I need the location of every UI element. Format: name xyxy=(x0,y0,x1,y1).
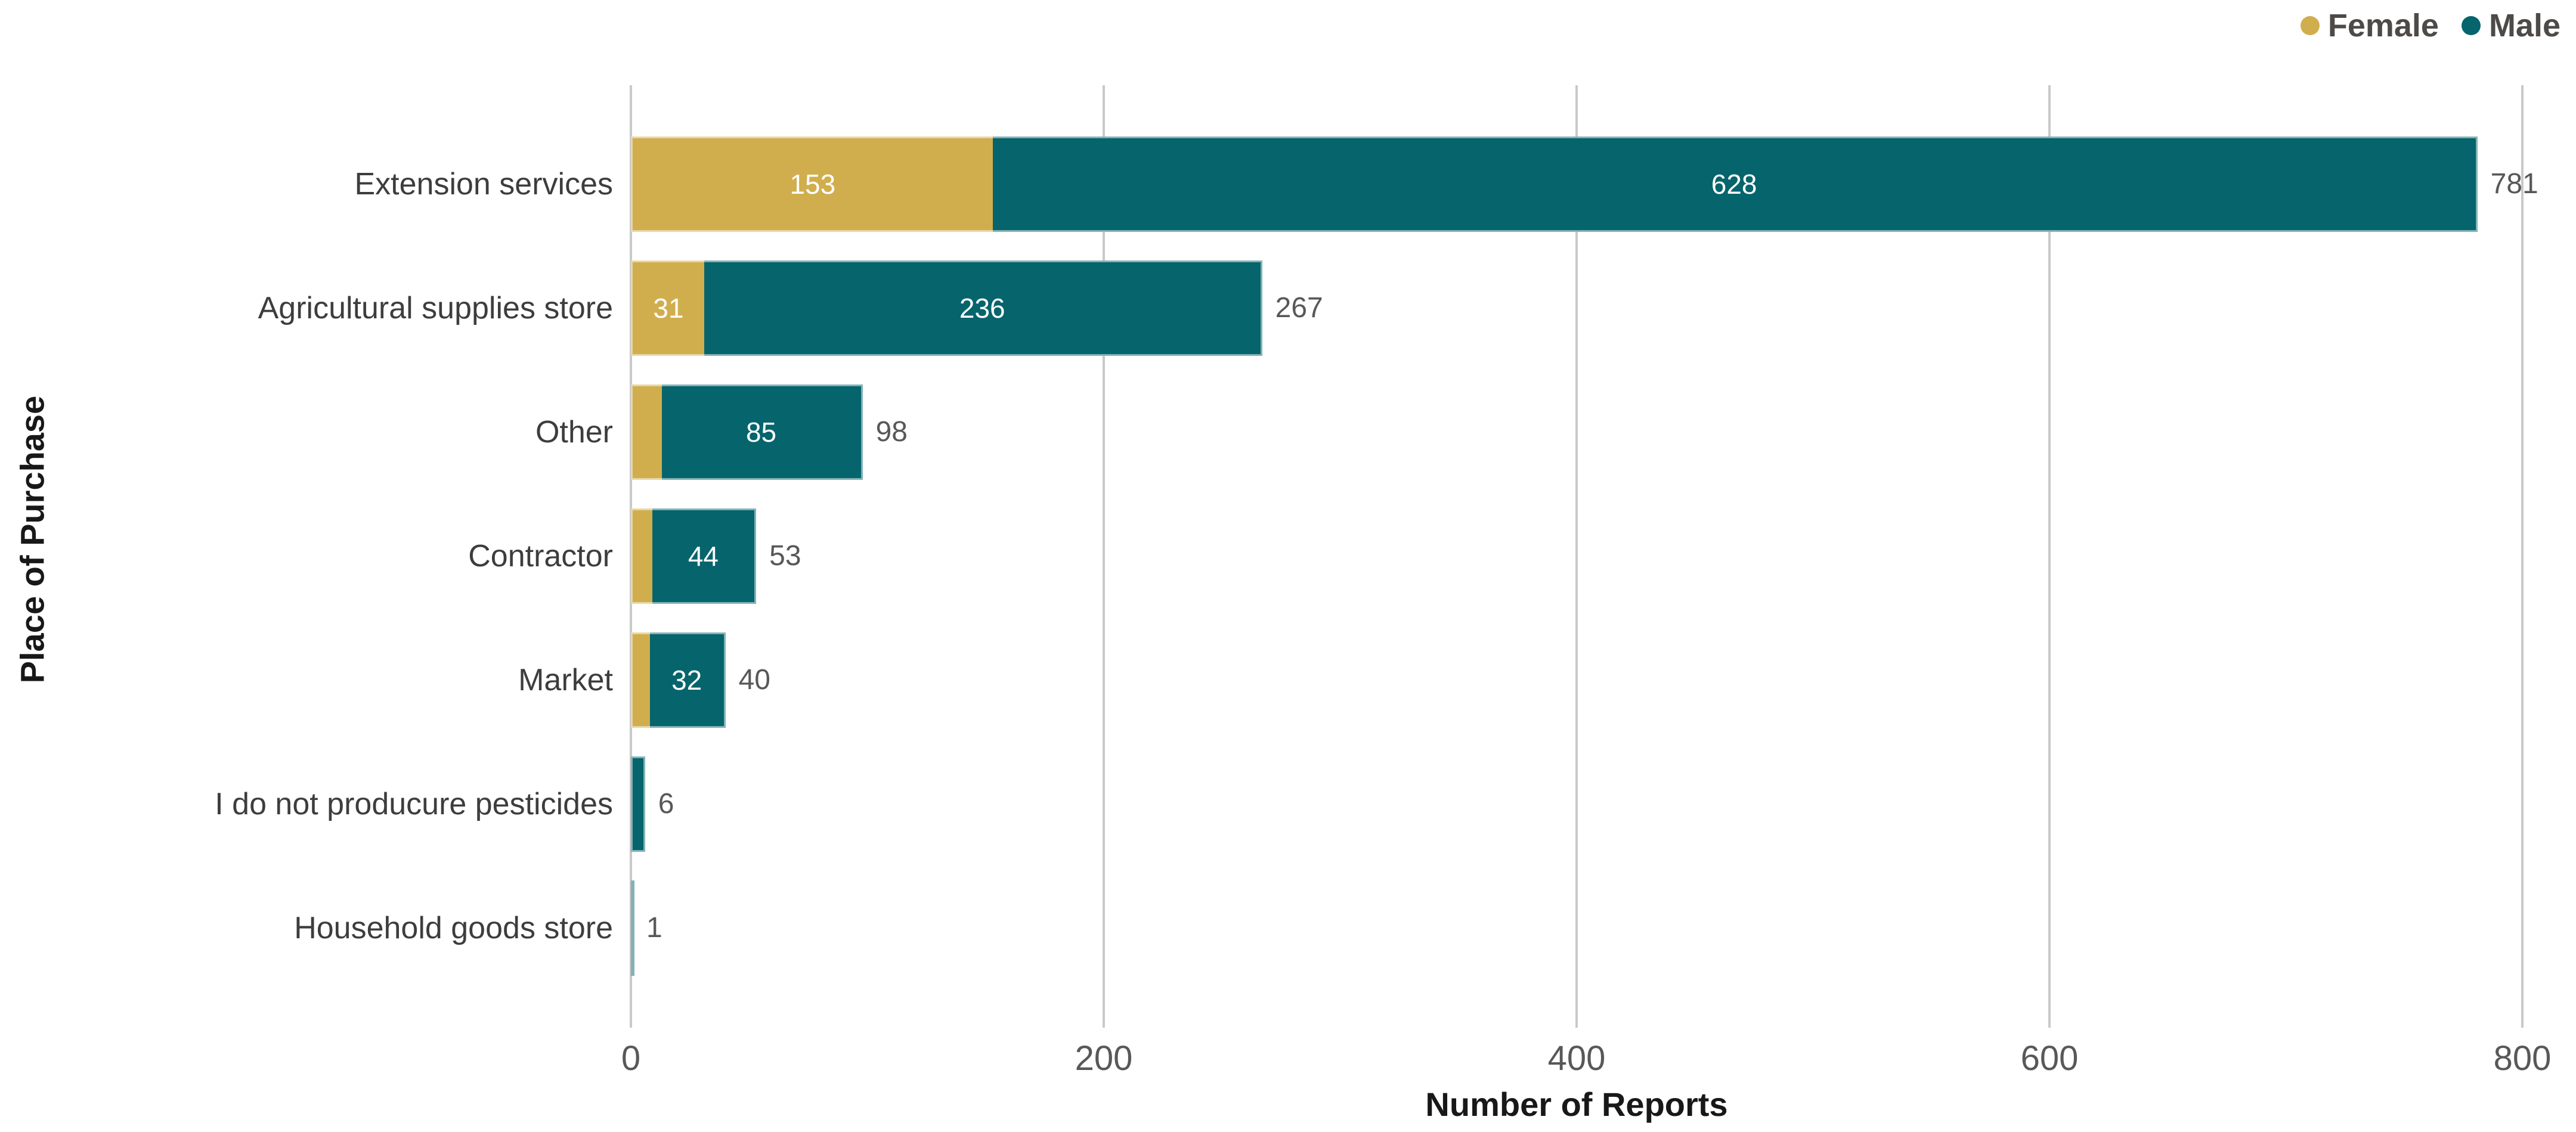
bar-row: 153 628 xyxy=(631,137,2478,232)
bar-segment-male xyxy=(631,880,634,976)
legend-item-male[interactable]: Male xyxy=(2461,8,2560,44)
bar-row: 32 xyxy=(631,632,726,728)
bar-total-label: 1 xyxy=(646,912,662,944)
legend-dot-female-icon xyxy=(2300,16,2320,35)
gridline xyxy=(1103,85,1105,1028)
bar-segment-female xyxy=(631,632,650,728)
bar-segment-male: 44 xyxy=(652,508,757,604)
axis-title-x: Number of Reports xyxy=(1425,1086,1728,1123)
bar-value-label: 85 xyxy=(745,417,777,448)
category-label: Contractor xyxy=(468,539,613,573)
bar-row xyxy=(631,756,645,852)
category-label: I do not producure pesticides xyxy=(215,787,613,821)
legend-label-female: Female xyxy=(2327,8,2439,44)
legend-item-female[interactable]: Female xyxy=(2300,8,2439,44)
legend-label-male: Male xyxy=(2488,8,2560,44)
bar-row: 31 236 xyxy=(631,260,1262,356)
bar-total-label: 40 xyxy=(738,664,770,696)
tick-label: 400 xyxy=(1547,1039,1606,1078)
bar-value-label: 31 xyxy=(653,293,684,324)
tick-label: 600 xyxy=(2020,1039,2079,1078)
bar-value-label: 44 xyxy=(688,541,719,572)
bar-row: 85 xyxy=(631,384,863,480)
bar-total-label: 267 xyxy=(1275,292,1323,324)
bar-total-label: 53 xyxy=(769,540,801,572)
category-label: Household goods store xyxy=(294,911,613,945)
bar-segment-female xyxy=(631,508,652,604)
bar-segment-female xyxy=(631,384,662,480)
bar-segment-female: 153 xyxy=(631,137,993,232)
bar-row: 44 xyxy=(631,508,757,604)
bar-segment-male: 628 xyxy=(992,137,2478,232)
category-label: Extension services xyxy=(354,167,613,201)
bar-row xyxy=(631,880,634,976)
legend: Female Male xyxy=(2300,8,2560,44)
bar-segment-male: 32 xyxy=(649,632,726,728)
legend-dot-male-icon xyxy=(2461,16,2481,35)
bar-value-label: 153 xyxy=(789,169,836,200)
category-label: Other xyxy=(535,415,613,449)
category-label: Agricultural supplies store xyxy=(258,291,613,325)
bar-segment-male xyxy=(631,756,645,852)
bar-total-label: 6 xyxy=(658,788,674,820)
category-label: Market xyxy=(518,663,613,697)
bar-segment-female: 31 xyxy=(631,260,704,356)
bar-value-label: 236 xyxy=(959,293,1005,324)
bar-segment-male: 236 xyxy=(704,260,1262,356)
gridline xyxy=(2521,85,2524,1028)
tick-label: 200 xyxy=(1075,1039,1133,1078)
bar-total-label: 781 xyxy=(2490,168,2538,200)
bar-value-label: 32 xyxy=(671,665,702,696)
bar-value-label: 628 xyxy=(1711,169,1757,200)
tick-label: 800 xyxy=(2493,1039,2552,1078)
bar-segment-male: 85 xyxy=(661,384,863,480)
tick-label: 0 xyxy=(621,1039,641,1078)
gridline xyxy=(1575,85,1578,1028)
bar-total-label: 98 xyxy=(875,416,908,448)
gridline xyxy=(2048,85,2051,1028)
